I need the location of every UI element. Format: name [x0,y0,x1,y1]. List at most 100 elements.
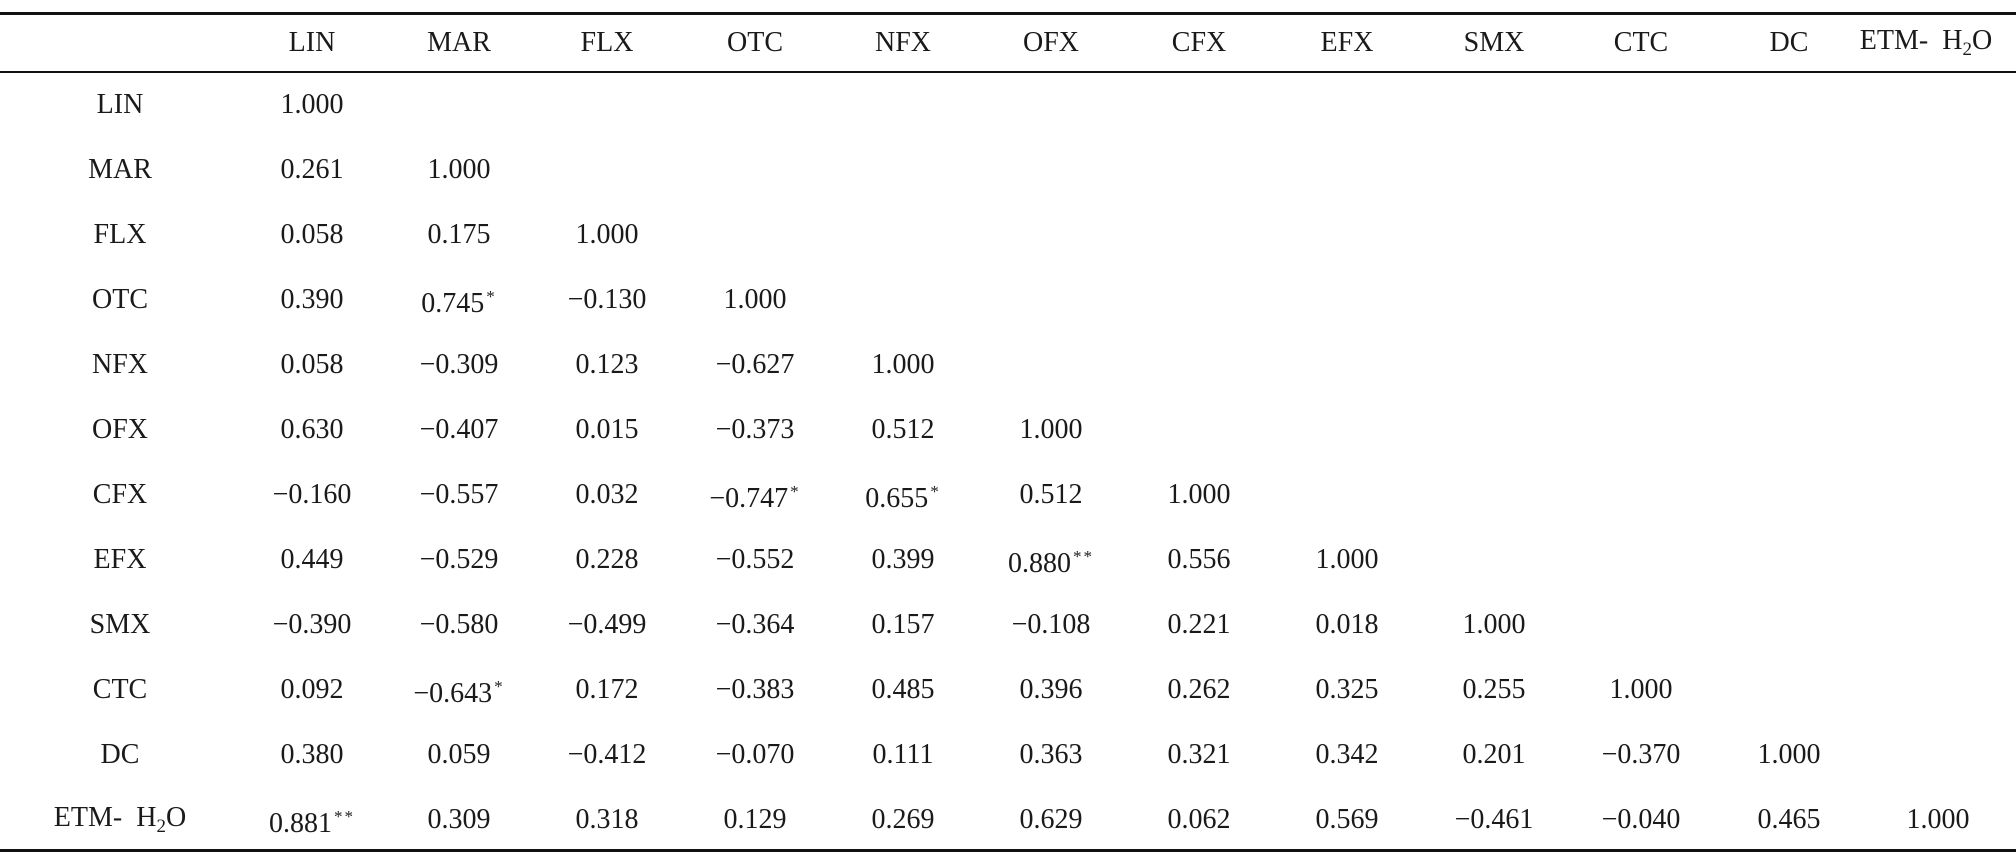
table-cell: 0.123 [576,351,639,379]
table-cell: 0.221 [1168,611,1231,639]
table-cell: 0.655 * [865,483,941,513]
table-cell: −0.557 [420,481,499,509]
cell-value: 0.630 [280,414,344,445]
cell-value: −0.643 [413,678,493,709]
cell-value: 0.880 [1008,548,1071,579]
cell-value: −0.160 [272,479,352,510]
cell-value: −0.412 [567,739,647,770]
cell-value: 0.032 [575,479,639,510]
cell-value: 0.485 [871,674,935,705]
table-cell: −0.552 [716,546,795,574]
table-cell: 0.261 [281,156,344,184]
cell-value: −0.552 [715,544,795,575]
table-cell: 0.309 [428,806,491,834]
row-label-dc: DC [100,739,140,770]
table-cell: 0.157 [872,611,935,639]
cell-value: −0.370 [1601,739,1681,770]
table-cell: 0.015 [576,416,639,444]
cell-value: −0.407 [419,414,499,445]
cell-value: 0.221 [1167,609,1231,640]
cell-value: 1.000 [280,89,344,120]
cell-value: 0.058 [280,219,344,250]
table-cell: 0.201 [1463,741,1526,769]
row-label-otc: OTC [92,284,148,315]
table-cell: 0.881 ** [269,808,355,838]
cell-value: 0.342 [1315,739,1379,770]
cell-value: 0.255 [1462,674,1526,705]
table-cell: 0.032 [576,481,639,509]
table-cell: 0.255 [1463,676,1526,704]
column-header-mar: MAR [427,27,491,58]
cell-value: 0.129 [723,804,787,835]
table-cell: −0.643 * [413,678,504,708]
column-header-otc: OTC [727,27,783,58]
row-label-ofx: OFX [91,414,149,445]
cell-value: 0.015 [575,414,639,445]
table-cell: 1.000 [1907,806,1970,834]
table-cell: 0.018 [1316,611,1379,639]
table-cell: 0.396 [1020,676,1083,704]
table-cell: 1.000 [1610,676,1673,704]
cell-value: 0.396 [1019,674,1083,705]
table-cell: −0.309 [420,351,499,379]
table-cell: 0.172 [576,676,639,704]
cell-value: 1.000 [1167,479,1231,510]
cell-value: 0.059 [427,739,491,770]
row-label-smx: SMX [89,609,151,640]
table-cell: 1.000 [576,221,639,249]
significance-mark: ** [1073,547,1094,566]
table-cell: −0.412 [568,741,647,769]
cell-value: 0.092 [280,674,344,705]
cell-value: −0.309 [419,349,499,380]
cell-value: 0.465 [1757,804,1821,835]
cell-value: 1.000 [1019,414,1083,445]
cell-value: 0.512 [1019,479,1083,510]
row-label-nfx: NFX [91,349,149,380]
cell-value: 0.262 [1167,674,1231,705]
table-cell: 0.342 [1316,741,1379,769]
table-cell: 1.000 [1316,546,1379,574]
cell-value: 0.325 [1315,674,1379,705]
table-header-rule [0,71,2016,73]
table-cell: −0.461 [1455,806,1534,834]
cell-value: 1.000 [1757,739,1821,770]
table-bottom-rule [0,849,2016,852]
table-cell: 0.630 [281,416,344,444]
cell-value: 1.000 [723,284,787,315]
column-header-nfx: NFX [874,27,932,58]
table-cell: 0.269 [872,806,935,834]
table-cell: −0.407 [420,416,499,444]
significance-mark: ** [334,807,355,826]
table-cell: 0.512 [1020,481,1083,509]
table-cell: −0.040 [1602,806,1681,834]
table-cell: 1.000 [1020,416,1083,444]
cell-value: 0.363 [1019,739,1083,770]
row-label-cfx: CFX [92,479,148,510]
cell-value: 0.629 [1019,804,1083,835]
cell-value: 0.380 [280,739,344,770]
cell-value: 0.569 [1315,804,1379,835]
cell-value: 1.000 [575,219,639,250]
table-top-rule [0,12,2016,15]
cell-value: 0.261 [280,154,344,185]
table-cell: −0.747 * [709,483,800,513]
table-cell: −0.383 [716,676,795,704]
cell-value: −0.070 [715,739,795,770]
cell-value: 1.000 [1315,544,1379,575]
table-cell: 0.111 [873,741,934,769]
column-header-dc: DC [1769,27,1809,58]
cell-value: −0.364 [715,609,795,640]
table-cell: 1.000 [1758,741,1821,769]
column-header-ctc: CTC [1613,27,1669,58]
cell-value: 0.318 [575,804,639,835]
cell-value: −0.130 [567,284,647,315]
table-cell: 0.465 [1758,806,1821,834]
table-cell: −0.499 [568,611,647,639]
cell-value: 0.321 [1167,739,1231,770]
cell-value: 0.058 [280,349,344,380]
table-cell: 1.000 [1168,481,1231,509]
cell-value: 0.881 [269,808,332,839]
table-cell: 0.569 [1316,806,1379,834]
cell-value: −0.383 [715,674,795,705]
cell-value: 1.000 [1609,674,1673,705]
